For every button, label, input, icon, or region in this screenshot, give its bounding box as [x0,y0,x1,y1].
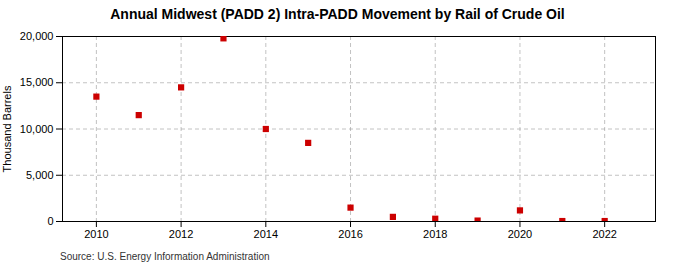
svg-text:2010: 2010 [84,228,108,240]
html-text:Source: U.S. Energy Informatio: Source: U.S. Energy Information Administ… [60,251,270,262]
svg-text:2012: 2012 [169,228,193,240]
svg-text:5,000: 5,000 [26,169,54,181]
svg-text:15,000: 15,000 [20,76,54,88]
svg-text:Thousand Barrels: Thousand Barrels [1,85,13,172]
svg-text:2014: 2014 [254,228,278,240]
svg-text:0: 0 [47,215,53,227]
svg-text:2020: 2020 [508,228,532,240]
svg-text:2016: 2016 [338,228,362,240]
html-text:Annual Midwest (PADD 2) Intra-: Annual Midwest (PADD 2) Intra-PADD Movem… [110,6,565,22]
svg-text:2022: 2022 [592,228,616,240]
svg-text:2018: 2018 [423,228,447,240]
svg-text:20,000: 20,000 [20,30,54,42]
svg-text:10,000: 10,000 [20,123,54,135]
